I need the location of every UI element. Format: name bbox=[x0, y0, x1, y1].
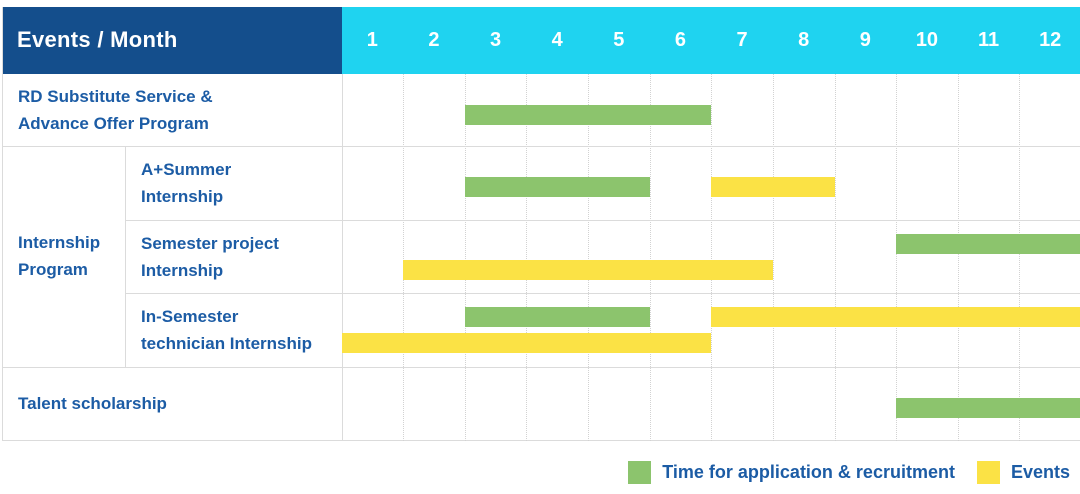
row-label-rd-substitute-service-line-2: Advance Offer Program bbox=[18, 113, 209, 133]
row-label-a-plus-summer-internship: A+Summer Internship bbox=[125, 146, 342, 220]
bar-in-semester-technician-internship-application-1 bbox=[464, 307, 650, 328]
month-header-6: 6 bbox=[674, 28, 686, 51]
legend-events-label: Events bbox=[1010, 462, 1070, 482]
row-label-semester-project-internship-line-2: Internship bbox=[141, 260, 224, 280]
month-gridline-1 bbox=[403, 73, 405, 441]
month-header-7: 7 bbox=[736, 28, 748, 51]
bar-a-plus-summer-internship-application-1 bbox=[464, 177, 650, 197]
bar-in-semester-technician-internship-event-2 bbox=[711, 307, 1080, 328]
month-gridline-9 bbox=[896, 73, 898, 441]
label-month-divider bbox=[341, 73, 343, 441]
row-label-in-semester-technician-internship-line-2: technician Internship bbox=[141, 333, 312, 353]
row-label-a-plus-summer-internship-line-1: A+Summer bbox=[141, 159, 232, 179]
month-header-8: 8 bbox=[798, 28, 810, 51]
month-header-1: 1 bbox=[366, 28, 378, 51]
month-header-9: 9 bbox=[859, 28, 871, 51]
row-label-a-plus-summer-internship-line-2: Internship bbox=[141, 186, 224, 206]
row-label-semester-project-internship: Semester project Internship bbox=[125, 220, 342, 294]
row-label-talent-scholarship: Talent scholarship bbox=[3, 367, 342, 441]
row-divider-4 bbox=[3, 366, 1080, 368]
month-header-row: 1 2 3 4 5 6 7 8 9 10 11 12 bbox=[341, 7, 1080, 74]
group-label-internship-program-line-2: Program bbox=[18, 260, 88, 280]
row-divider-1 bbox=[3, 146, 1080, 147]
month-gridline-6 bbox=[711, 73, 713, 441]
group-inner-divider bbox=[125, 146, 126, 367]
row-divider-3 bbox=[125, 293, 1080, 295]
group-label-internship-program: Internship Program bbox=[3, 146, 125, 367]
bar-talent-scholarship-application-1 bbox=[896, 397, 1080, 418]
month-gridline-11 bbox=[1019, 73, 1021, 441]
group-label-internship-program-line-1: Internship bbox=[18, 233, 101, 253]
month-gridline-8 bbox=[834, 73, 836, 441]
month-header-10: 10 bbox=[915, 28, 939, 51]
row-label-talent-scholarship-line-1: Talent scholarship bbox=[18, 394, 167, 413]
month-header-2: 2 bbox=[428, 28, 440, 51]
month-header-5: 5 bbox=[613, 28, 625, 51]
bar-in-semester-technician-internship-event-3 bbox=[341, 333, 712, 354]
bar-semester-project-internship-event-2 bbox=[403, 259, 773, 280]
bar-semester-project-internship-application-1 bbox=[896, 233, 1080, 254]
bar-rd-substitute-service-application-1 bbox=[464, 104, 712, 125]
events-month-header-cell: Events / Month bbox=[3, 7, 342, 74]
month-gridline-10 bbox=[957, 73, 959, 441]
month-gridline-3 bbox=[526, 73, 528, 441]
events-month-title: Events / Month bbox=[17, 27, 178, 53]
month-header-3: 3 bbox=[490, 28, 502, 51]
legend: Time for application & recruitment Event… bbox=[628, 461, 1070, 484]
month-header-11: 11 bbox=[977, 28, 1000, 51]
application-color-swatch bbox=[628, 461, 652, 484]
events-color-swatch bbox=[976, 461, 1000, 484]
row-label-in-semester-technician-internship: In-Semester technician Internship bbox=[125, 293, 342, 366]
month-gridline-5 bbox=[649, 73, 651, 441]
row-label-rd-substitute-service: RD Substitute Service & Advance Offer Pro… bbox=[3, 74, 342, 147]
month-gridline-7 bbox=[772, 73, 774, 441]
month-header-4: 4 bbox=[551, 28, 563, 51]
legend-application-label: Time for application & recruitment bbox=[662, 462, 955, 482]
row-label-rd-substitute-service-line-1: RD Substitute Service & bbox=[18, 86, 213, 106]
month-gridline-2 bbox=[464, 73, 466, 441]
row-label-semester-project-internship-line-1: Semester project bbox=[141, 233, 279, 253]
bar-a-plus-summer-internship-event-2 bbox=[711, 177, 835, 197]
row-divider-2 bbox=[125, 219, 1080, 221]
month-gridline-4 bbox=[588, 73, 589, 441]
row-label-in-semester-technician-internship-line-1: In-Semester bbox=[141, 306, 239, 326]
month-header-12: 12 bbox=[1039, 28, 1062, 51]
schedule-table: Events / Month 1 2 3 4 5 6 7 8 9 10 11 12 RD Substi… bbox=[2, 7, 1080, 441]
